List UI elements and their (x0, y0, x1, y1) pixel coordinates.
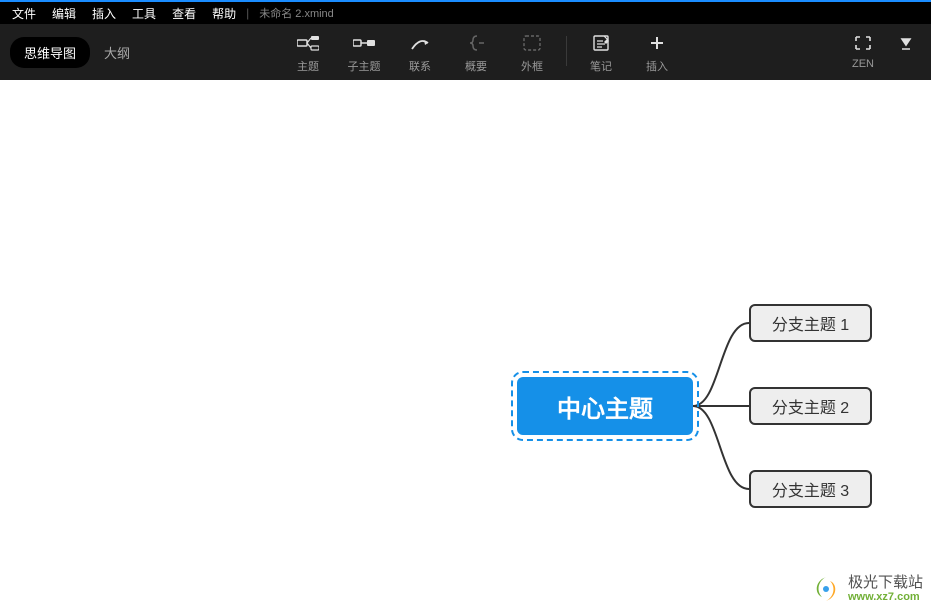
summary-icon (467, 30, 485, 56)
toolbar-center: 主题 子主题 联系 概要 外框 (280, 24, 685, 80)
central-topic[interactable]: 中心主题 (517, 377, 693, 435)
branch-topic-3-label: 分支主题 3 (772, 477, 849, 501)
summary-button[interactable]: 概要 (448, 30, 504, 74)
menu-file[interactable]: 文件 (4, 3, 44, 24)
menu-view[interactable]: 查看 (164, 3, 204, 24)
summary-label: 概要 (465, 58, 487, 74)
menu-bar: 文件 编辑 插入 工具 查看 帮助 | 未命名 2.xmind (0, 2, 931, 24)
relationship-button[interactable]: 联系 (392, 30, 448, 74)
toolbar: 思维导图 大纲 主题 子主题 联系 概要 (0, 24, 931, 80)
branch-topic-1[interactable]: 分支主题 1 (749, 304, 872, 342)
topic-label: 主题 (297, 58, 319, 74)
menu-tools[interactable]: 工具 (124, 3, 164, 24)
connectors (0, 80, 931, 611)
note-icon (592, 30, 610, 56)
subtopic-button[interactable]: 子主题 (336, 30, 392, 74)
file-name: 未命名 2.xmind (255, 3, 338, 23)
watermark-logo-icon (810, 573, 842, 605)
canvas[interactable]: 中心主题 分支主题 1 分支主题 2 分支主题 3 极光下载站 www.xz7.… (0, 80, 931, 611)
menu-help[interactable]: 帮助 (204, 3, 244, 24)
note-label: 笔记 (590, 58, 612, 74)
toolbar-right: ZEN (835, 24, 921, 80)
zen-button[interactable]: ZEN (835, 30, 891, 70)
branch-topic-2[interactable]: 分支主题 2 (749, 387, 872, 425)
subtopic-label: 子主题 (348, 58, 381, 74)
topic-icon (297, 30, 319, 56)
subtopic-icon (353, 30, 375, 56)
note-button[interactable]: 笔记 (573, 30, 629, 74)
view-tabs: 思维导图 大纲 (0, 24, 144, 80)
insert-label: 插入 (646, 58, 668, 74)
boundary-label: 外框 (521, 58, 543, 74)
zen-label: ZEN (852, 58, 874, 70)
branch-topic-1-label: 分支主题 1 (772, 311, 849, 335)
branch-topic-2-label: 分支主题 2 (772, 394, 849, 418)
insert-button[interactable]: 插入 (629, 30, 685, 74)
watermark-main: 极光下载站 (848, 575, 923, 592)
menu-edit[interactable]: 编辑 (44, 3, 84, 24)
more-button[interactable] (891, 30, 921, 56)
topic-button[interactable]: 主题 (280, 30, 336, 74)
watermark-sub: www.xz7.com (848, 591, 923, 603)
file-separator: | (246, 6, 249, 20)
central-topic-label: 中心主题 (557, 389, 653, 424)
boundary-button[interactable]: 外框 (504, 30, 560, 74)
relationship-label: 联系 (409, 58, 431, 74)
branch-topic-3[interactable]: 分支主题 3 (749, 470, 872, 508)
more-icon (899, 30, 913, 56)
zen-icon (854, 30, 872, 56)
tab-mindmap[interactable]: 思维导图 (10, 37, 90, 68)
insert-icon (649, 30, 665, 56)
tab-outline[interactable]: 大纲 (90, 37, 144, 68)
relationship-icon (410, 30, 430, 56)
menu-insert[interactable]: 插入 (84, 3, 124, 24)
toolbar-separator (566, 36, 567, 66)
boundary-icon (523, 30, 541, 56)
watermark: 极光下载站 www.xz7.com (810, 573, 923, 605)
